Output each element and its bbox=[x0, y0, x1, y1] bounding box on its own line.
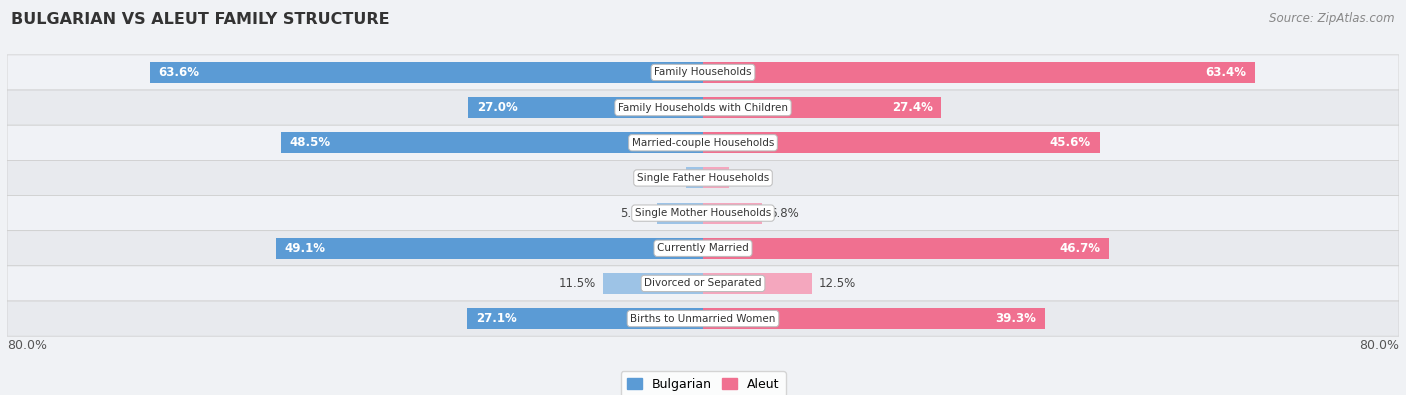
Bar bbox=[603, 273, 703, 294]
Text: 27.4%: 27.4% bbox=[891, 101, 932, 114]
Text: 45.6%: 45.6% bbox=[1050, 136, 1091, 149]
Text: Currently Married: Currently Married bbox=[657, 243, 749, 253]
Bar bbox=[467, 308, 703, 329]
FancyBboxPatch shape bbox=[7, 125, 1399, 160]
Text: 48.5%: 48.5% bbox=[290, 136, 330, 149]
Text: 63.4%: 63.4% bbox=[1205, 66, 1246, 79]
Text: 80.0%: 80.0% bbox=[7, 339, 46, 352]
Text: 11.5%: 11.5% bbox=[558, 277, 596, 290]
Text: 27.1%: 27.1% bbox=[477, 312, 516, 325]
Text: Source: ZipAtlas.com: Source: ZipAtlas.com bbox=[1270, 12, 1395, 25]
Bar bbox=[703, 273, 811, 294]
FancyBboxPatch shape bbox=[7, 231, 1399, 266]
Bar bbox=[281, 132, 703, 153]
Legend: Bulgarian, Aleut: Bulgarian, Aleut bbox=[620, 371, 786, 395]
Bar bbox=[703, 203, 762, 224]
Bar bbox=[276, 238, 703, 259]
Bar bbox=[703, 97, 942, 118]
Text: Single Mother Households: Single Mother Households bbox=[636, 208, 770, 218]
Bar bbox=[703, 62, 1254, 83]
Text: 80.0%: 80.0% bbox=[1360, 339, 1399, 352]
FancyBboxPatch shape bbox=[7, 301, 1399, 336]
Text: 3.0%: 3.0% bbox=[737, 171, 766, 184]
Bar bbox=[703, 167, 730, 188]
Bar bbox=[703, 132, 1099, 153]
Bar bbox=[149, 62, 703, 83]
Text: 6.8%: 6.8% bbox=[769, 207, 799, 220]
Text: Births to Unmarried Women: Births to Unmarried Women bbox=[630, 314, 776, 324]
Text: 46.7%: 46.7% bbox=[1060, 242, 1101, 255]
Text: Single Father Households: Single Father Households bbox=[637, 173, 769, 183]
FancyBboxPatch shape bbox=[7, 160, 1399, 196]
Bar bbox=[703, 308, 1045, 329]
Text: 27.0%: 27.0% bbox=[477, 101, 517, 114]
Bar bbox=[468, 97, 703, 118]
Text: 49.1%: 49.1% bbox=[284, 242, 326, 255]
Text: 63.6%: 63.6% bbox=[159, 66, 200, 79]
Text: Married-couple Households: Married-couple Households bbox=[631, 138, 775, 148]
Text: 12.5%: 12.5% bbox=[818, 277, 856, 290]
Text: Divorced or Separated: Divorced or Separated bbox=[644, 278, 762, 288]
Text: 39.3%: 39.3% bbox=[995, 312, 1036, 325]
Text: 5.3%: 5.3% bbox=[620, 207, 650, 220]
Text: Family Households with Children: Family Households with Children bbox=[619, 103, 787, 113]
FancyBboxPatch shape bbox=[7, 196, 1399, 231]
Bar bbox=[703, 238, 1109, 259]
FancyBboxPatch shape bbox=[7, 266, 1399, 301]
Text: Family Households: Family Households bbox=[654, 68, 752, 77]
Bar bbox=[686, 167, 703, 188]
Text: 2.0%: 2.0% bbox=[650, 171, 679, 184]
FancyBboxPatch shape bbox=[7, 90, 1399, 125]
Text: BULGARIAN VS ALEUT FAMILY STRUCTURE: BULGARIAN VS ALEUT FAMILY STRUCTURE bbox=[11, 12, 389, 27]
Bar bbox=[657, 203, 703, 224]
FancyBboxPatch shape bbox=[7, 55, 1399, 90]
